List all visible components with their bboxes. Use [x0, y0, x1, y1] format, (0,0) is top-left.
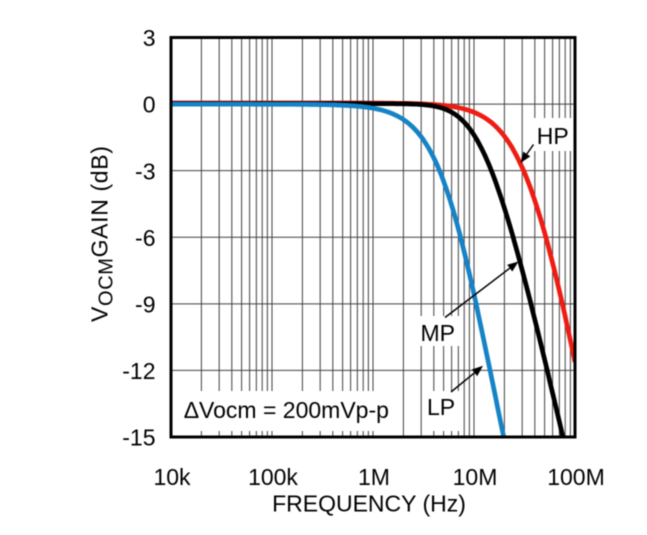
- svg-text:100k: 100k: [248, 464, 298, 490]
- svg-text:VOCMGAIN (dB): VOCMGAIN (dB): [87, 145, 118, 322]
- svg-text:-12: -12: [122, 358, 155, 384]
- svg-text:ΔVocm = 200mVp-p: ΔVocm = 200mVp-p: [184, 397, 389, 423]
- svg-text:-9: -9: [135, 291, 155, 317]
- svg-text:10M: 10M: [453, 464, 498, 490]
- svg-text:MP: MP: [421, 320, 456, 346]
- svg-text:FREQUENCY (Hz): FREQUENCY (Hz): [272, 491, 466, 517]
- svg-text:0: 0: [143, 92, 156, 118]
- svg-text:3: 3: [143, 25, 156, 51]
- svg-text:-3: -3: [135, 158, 155, 184]
- svg-text:10k: 10k: [153, 464, 191, 490]
- svg-text:1M: 1M: [358, 464, 390, 490]
- svg-text:100M: 100M: [547, 464, 605, 490]
- svg-text:-15: -15: [122, 425, 155, 451]
- svg-text:LP: LP: [427, 394, 455, 420]
- svg-text:-6: -6: [135, 225, 155, 251]
- svg-text:HP: HP: [537, 123, 569, 149]
